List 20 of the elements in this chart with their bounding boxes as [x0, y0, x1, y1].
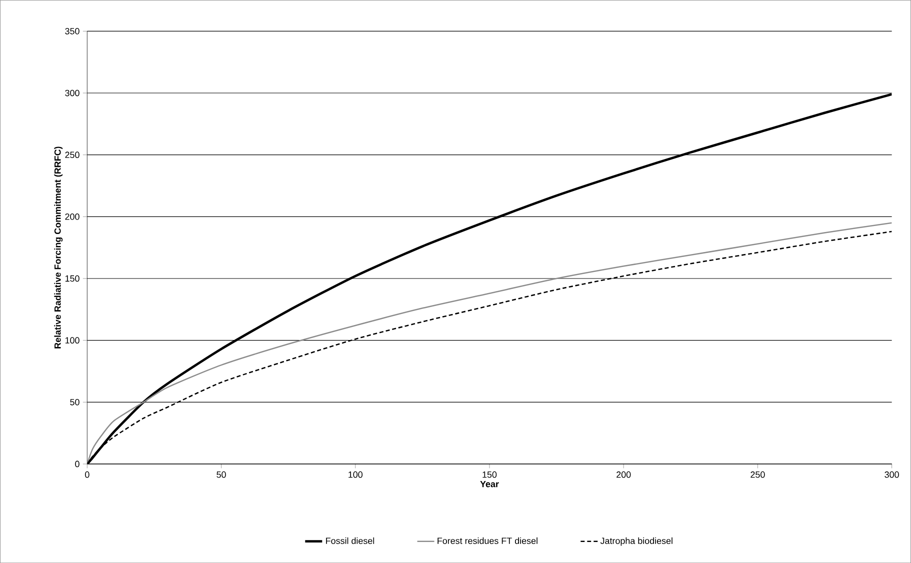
- legend-label: Fossil diesel: [326, 537, 374, 544]
- x-axis-title: Year: [480, 480, 499, 488]
- y-axis-title: Relative Radiative Forcing Commitment (RRFC): [54, 146, 63, 348]
- y-tick-label: 250: [65, 152, 80, 158]
- legend-label: Jatropha biodiesel: [600, 537, 672, 546]
- y-tick-label: 150: [65, 275, 80, 282]
- x-tick-label: 0: [85, 471, 90, 478]
- y-tick-label: 100: [65, 337, 80, 344]
- x-tick-label: 150: [482, 471, 497, 478]
- x-tick-label: 100: [348, 471, 363, 478]
- x-tick-label: 250: [750, 471, 765, 478]
- x-tick-label: 200: [616, 471, 631, 478]
- y-tick-label: 0: [75, 460, 80, 468]
- y-tick-label: 350: [65, 28, 80, 34]
- y-tick-label: 200: [65, 213, 80, 220]
- y-tick-label: 50: [70, 398, 80, 406]
- x-tick-label: 300: [884, 471, 899, 478]
- y-tick-label: 300: [65, 90, 80, 96]
- x-tick-label: 50: [216, 471, 226, 478]
- legend-label: Forest residues FT diesel: [438, 537, 538, 544]
